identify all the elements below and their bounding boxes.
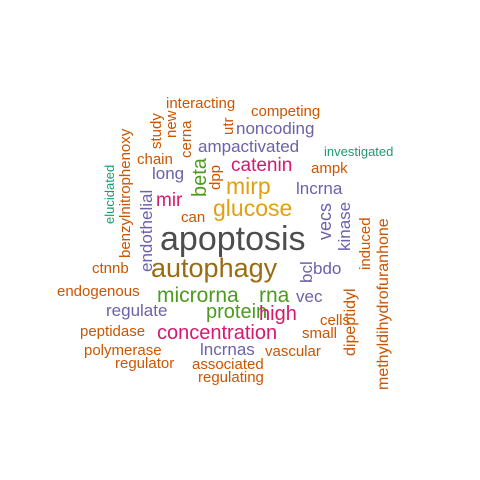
word-polymerase: polymerase — [84, 342, 162, 359]
word-ampactivated: ampactivated — [198, 137, 300, 156]
word-noncoding: noncoding — [236, 119, 315, 138]
word-interacting: interacting — [166, 95, 236, 112]
word-protein: protein — [206, 301, 268, 323]
word-elucidated: elucidated — [102, 164, 117, 224]
word-kinase: kinase — [335, 201, 354, 251]
word-bdo: bdo — [313, 259, 342, 278]
word-endothelial: endothelial — [137, 189, 156, 272]
word-ampk: ampk — [311, 160, 348, 177]
word-endogenous: endogenous — [57, 283, 140, 300]
word-study: study — [148, 113, 165, 149]
word-apoptosis: apoptosis — [160, 220, 306, 258]
word-chain: chain — [137, 151, 173, 168]
word-utr: utr — [220, 117, 237, 135]
word-rna: rna — [259, 284, 290, 307]
word-bcl: bcl — [297, 261, 316, 283]
word-regulate: regulate — [106, 301, 168, 320]
word-peptidase: peptidase — [80, 323, 146, 340]
word-catenin: catenin — [231, 155, 293, 176]
word-regulating: regulating — [198, 369, 264, 386]
word-induced: induced — [357, 217, 374, 270]
word-mir: mir — [156, 190, 183, 211]
word-methyldihydrofuranhone: methyldihydrofuranhone — [375, 218, 392, 390]
word-high: high — [259, 303, 297, 325]
word-mirp: mirp — [226, 173, 271, 199]
word-can: can — [181, 209, 206, 226]
word-benzylnitrophenoxy: benzylnitrophenoxy — [117, 128, 134, 258]
word-glucose: glucose — [213, 195, 293, 221]
word-concentration: concentration — [157, 322, 278, 344]
word-vec: vec — [296, 287, 323, 306]
word-dpp: dpp — [207, 164, 224, 190]
word-ctnnb: ctnnb — [92, 260, 129, 277]
word-vecs: vecs — [315, 202, 335, 240]
word-microrna: microrna — [157, 284, 239, 307]
word-competing: competing — [251, 103, 321, 120]
word-lncrna: lncrna — [296, 179, 343, 198]
word-new: new — [163, 110, 180, 138]
word-associated: associated — [192, 356, 264, 373]
word-cerna: cerna — [178, 120, 195, 158]
word-autophagy: autophagy — [151, 253, 278, 283]
word-small: small — [302, 325, 338, 342]
word-vascular: vascular — [265, 343, 321, 360]
word-investigated: investigated — [324, 144, 394, 159]
word-cells: cells — [320, 312, 351, 329]
word-dipeptidyl: dipeptidyl — [342, 288, 359, 356]
word-long: long — [152, 164, 185, 183]
word-regulator: regulator — [115, 355, 175, 372]
word-lncrnas: lncrnas — [200, 340, 255, 359]
